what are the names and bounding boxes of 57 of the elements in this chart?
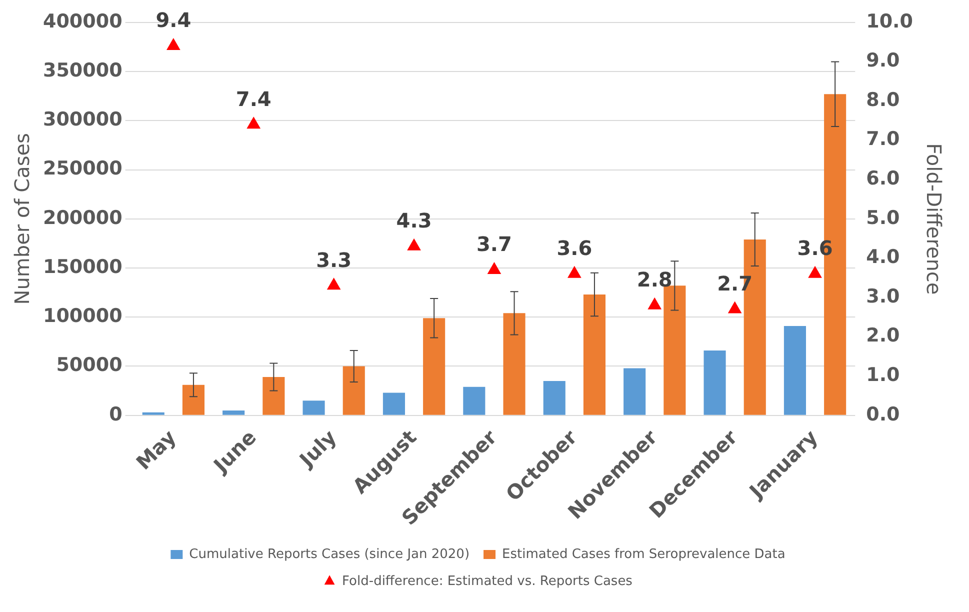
data-label: 4.3 — [396, 208, 432, 233]
bar — [182, 384, 204, 415]
y2-tick-label: 1.0 — [866, 364, 900, 386]
bar — [664, 286, 686, 415]
y2-axis-title: Fold-Difference — [922, 143, 946, 295]
bar — [543, 380, 566, 415]
y2-tick-label: 4.0 — [866, 246, 900, 268]
bar — [222, 410, 245, 415]
y2-tick-label: 10.0 — [866, 10, 914, 32]
bar — [624, 368, 646, 415]
data-label: 9.4 — [156, 8, 192, 32]
y2-tick-label: 2.0 — [866, 324, 900, 347]
point — [407, 238, 421, 250]
point — [808, 266, 822, 278]
bar — [342, 366, 365, 415]
legend-label: Fold-difference: Estimated vs. Reports Cases — [342, 574, 633, 589]
point — [487, 262, 502, 274]
data-label: 3.7 — [476, 232, 512, 256]
bar — [784, 326, 806, 415]
data-label: 7.4 — [236, 86, 272, 111]
y-tick-label: 400000 — [42, 10, 122, 32]
bar — [142, 412, 164, 415]
bar — [704, 350, 726, 415]
y-tick-label: 100000 — [42, 305, 122, 328]
bar — [463, 386, 486, 415]
y2-tick-label: 7.0 — [866, 128, 900, 150]
data-label: 2.8 — [636, 268, 672, 292]
point — [648, 297, 662, 310]
point — [326, 278, 341, 290]
y-tick-label: 300000 — [42, 108, 122, 131]
y2-tick-label: 6.0 — [866, 168, 900, 190]
y-tick-label: 200000 — [42, 206, 122, 229]
point — [567, 266, 582, 278]
y2-tick-label: 0.0 — [866, 403, 900, 426]
data-label: 3.6 — [556, 236, 592, 260]
legend-label: Cumulative Reports Cases (since Jan 2020) — [189, 546, 470, 562]
bar — [503, 313, 526, 415]
y2-tick-label: 5.0 — [866, 206, 900, 229]
y2-tick-label: 3.0 — [866, 285, 900, 308]
point — [728, 301, 742, 314]
y-tick-label: 50000 — [56, 354, 122, 376]
y-tick-label: 350000 — [42, 59, 122, 82]
y2-tick-label: 8.0 — [866, 88, 900, 111]
point — [166, 38, 180, 50]
bar — [583, 294, 606, 415]
y2-tick-label: 9.0 — [866, 50, 900, 72]
bar — [302, 400, 325, 415]
point — [246, 116, 261, 129]
y-tick-label: 150000 — [42, 256, 122, 278]
y-axis-title: Number of Cases — [10, 133, 34, 305]
bar — [382, 392, 405, 415]
data-label: 3.3 — [316, 248, 352, 272]
bar — [423, 318, 446, 415]
legend-label: Estimated Cases from Seroprevalence Data — [502, 546, 786, 562]
bar — [262, 377, 285, 415]
y-tick-label: 250000 — [42, 158, 122, 180]
y-tick-label: 0 — [109, 403, 122, 426]
